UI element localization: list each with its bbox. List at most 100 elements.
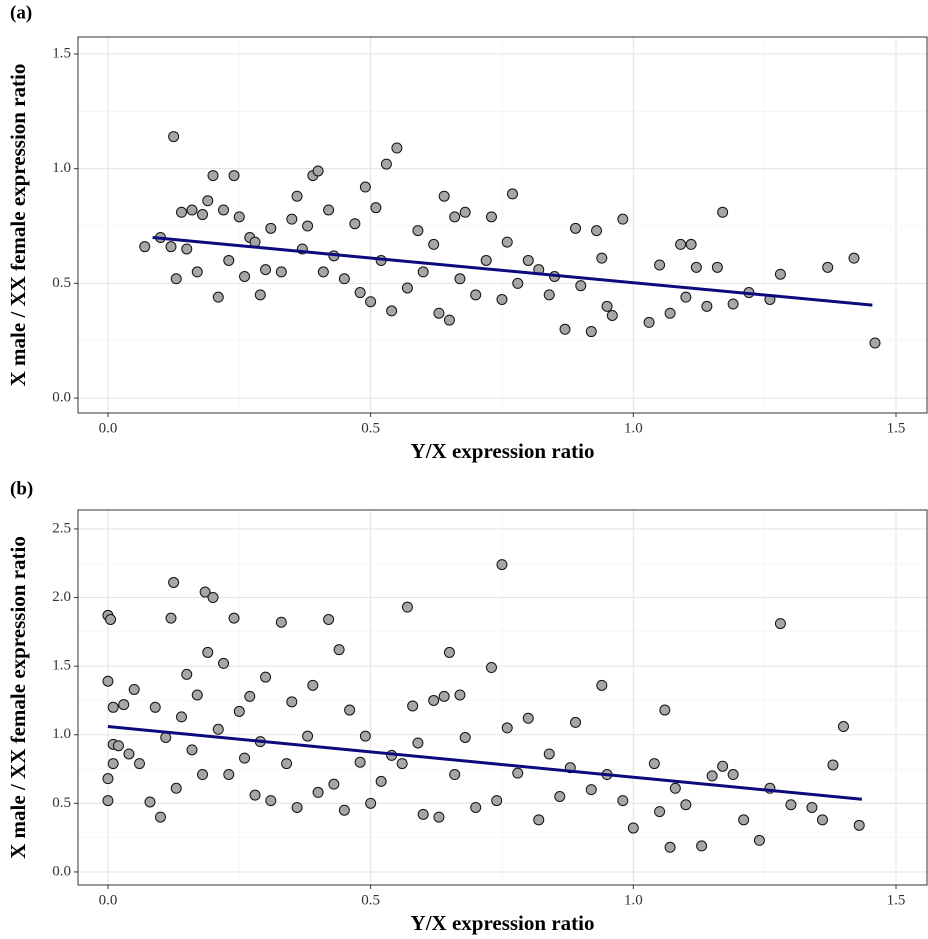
plot-border — [77, 36, 928, 414]
point — [696, 840, 708, 852]
point — [428, 694, 440, 706]
point — [168, 131, 180, 143]
point — [380, 158, 392, 170]
point — [212, 291, 224, 303]
point — [281, 758, 293, 770]
y-tick-label: 1.0 — [52, 160, 71, 176]
point — [286, 213, 298, 225]
x-tick-label: 1.0 — [624, 892, 643, 908]
point — [160, 731, 172, 743]
point — [501, 236, 513, 248]
y-tick-label: 2.0 — [52, 589, 71, 605]
plot-background — [78, 510, 927, 885]
x-tick-label: 0.0 — [99, 420, 118, 436]
point — [480, 254, 492, 266]
plot-background — [78, 37, 927, 413]
y-tick-label: 1.5 — [52, 45, 71, 61]
point — [706, 770, 718, 782]
point — [302, 220, 314, 232]
point — [197, 769, 209, 781]
point — [133, 758, 145, 770]
point — [323, 204, 335, 216]
point — [307, 679, 319, 691]
y-axis-title: X male / XX female expression ratio — [6, 536, 30, 859]
point — [675, 238, 687, 250]
point — [323, 613, 335, 625]
point — [559, 323, 571, 335]
point — [417, 266, 429, 278]
point — [491, 795, 503, 807]
point — [806, 801, 818, 813]
point — [659, 704, 671, 716]
point — [785, 799, 797, 811]
point — [853, 819, 865, 831]
point — [275, 266, 287, 278]
point — [107, 701, 119, 713]
point — [239, 271, 251, 283]
point — [105, 613, 117, 625]
point — [365, 797, 377, 809]
point — [506, 188, 518, 200]
point — [170, 782, 182, 794]
point — [291, 190, 303, 202]
point — [212, 723, 224, 735]
point — [228, 612, 240, 624]
point — [459, 731, 471, 743]
point — [249, 789, 261, 801]
point — [317, 266, 329, 278]
point — [654, 806, 666, 818]
point — [701, 300, 713, 312]
y-axis-title: X male / XX female expression ratio — [6, 64, 30, 387]
point — [302, 730, 314, 742]
point — [165, 612, 177, 624]
point — [606, 310, 618, 322]
point — [738, 814, 750, 826]
point — [102, 773, 114, 785]
y-tick-label: 0.5 — [52, 795, 71, 811]
point — [485, 662, 497, 674]
point — [191, 689, 203, 701]
point — [827, 759, 839, 771]
y-tick-label: 0.0 — [52, 863, 71, 879]
point — [570, 716, 582, 728]
point — [312, 165, 324, 177]
point — [254, 289, 266, 301]
point — [202, 646, 214, 658]
point — [717, 760, 729, 772]
point — [433, 307, 445, 319]
point — [485, 211, 497, 223]
point — [265, 795, 277, 807]
point — [443, 314, 455, 326]
x-tick-label: 0.0 — [99, 892, 118, 908]
point — [386, 305, 398, 317]
point — [102, 675, 114, 687]
point — [680, 799, 692, 811]
point — [359, 181, 371, 193]
point — [449, 211, 461, 223]
point — [338, 273, 350, 285]
point — [197, 209, 209, 221]
point — [585, 784, 597, 796]
point — [664, 841, 676, 853]
panel-label: (a) — [10, 2, 32, 23]
y-tick-label: 1.5 — [52, 658, 71, 674]
point — [711, 261, 723, 273]
point — [218, 657, 230, 669]
point — [112, 740, 124, 752]
point — [627, 822, 639, 834]
x-tick-label: 1.5 — [887, 420, 906, 436]
regression-line — [107, 725, 862, 801]
point — [312, 786, 324, 798]
point — [102, 795, 114, 807]
point — [123, 748, 135, 760]
point — [375, 775, 387, 787]
point — [617, 213, 629, 225]
point — [359, 730, 371, 742]
point — [202, 195, 214, 207]
point — [680, 291, 692, 303]
point — [128, 683, 140, 695]
point — [648, 758, 660, 770]
point — [260, 671, 272, 683]
regression-line — [152, 236, 873, 307]
